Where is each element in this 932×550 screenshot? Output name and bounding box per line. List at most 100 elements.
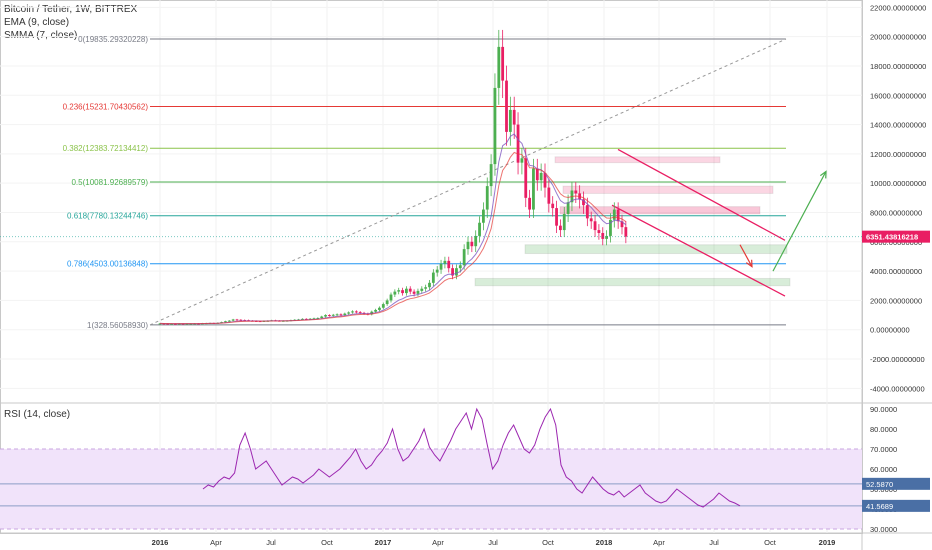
candle-body <box>339 314 343 316</box>
candle-body <box>520 158 524 163</box>
x-tick-label: 2017 <box>375 538 392 547</box>
candle-body <box>227 320 231 322</box>
candle-body <box>458 265 462 269</box>
y-tick-label: 4000.00000000 <box>870 267 922 276</box>
candle-body <box>428 282 431 288</box>
y-tick-label: -4000.00000000 <box>870 384 925 393</box>
candle-body <box>620 221 624 228</box>
smma-indicator-label[interactable]: SMMA (7, close) <box>4 30 78 41</box>
candle-body <box>616 209 620 222</box>
candle-body <box>381 304 385 308</box>
candle-body <box>328 315 331 317</box>
candle-body <box>347 312 351 314</box>
x-tick-label: Oct <box>321 538 334 547</box>
candle-body <box>316 318 320 320</box>
y-tick-label: 14000.00000000 <box>870 121 926 130</box>
candle-body <box>170 323 173 325</box>
candle-body <box>412 291 416 294</box>
candle-body <box>547 187 551 204</box>
candle-body <box>343 313 347 316</box>
candle-body <box>358 312 362 314</box>
x-tick-label: 2018 <box>596 538 613 547</box>
rsi-y-tick-label: 60.0000 <box>870 465 897 474</box>
candle-body <box>474 235 478 247</box>
rsi-band <box>0 449 862 529</box>
bullish-arrow <box>772 171 827 272</box>
y-tick-label: 16000.00000000 <box>870 91 926 100</box>
candle-body <box>551 203 555 209</box>
candle-body <box>489 164 493 187</box>
candle-body <box>543 172 547 188</box>
bullish-arrow-head <box>819 170 827 179</box>
candle-body <box>466 241 470 250</box>
candle-body <box>612 209 616 220</box>
candle-body <box>335 314 339 316</box>
y-tick-label: 8000.00000000 <box>870 208 922 217</box>
channel-lower-line <box>611 204 786 297</box>
candle-body <box>512 109 516 125</box>
x-tick-label: Oct <box>764 538 777 547</box>
candle-body <box>231 319 235 321</box>
fib-level-label: 0.786(4503.00136848) <box>67 260 148 269</box>
candle-body <box>443 260 447 264</box>
candle-body <box>374 309 377 312</box>
price-zone <box>474 277 791 287</box>
candle-body <box>331 314 335 316</box>
candle-body <box>354 311 358 313</box>
fib-level-label: 0(19835.29320228) <box>78 35 148 44</box>
candle-body <box>447 260 451 269</box>
candle-body <box>431 272 435 283</box>
candle-body <box>485 186 489 210</box>
candle-body <box>493 87 497 165</box>
y-tick-label: 0.00000000 <box>870 326 910 335</box>
y-tick-label: -2000.00000000 <box>870 355 925 364</box>
x-tick-label: 2019 <box>819 538 836 547</box>
rsi-line <box>202 407 741 508</box>
candle-body <box>324 315 327 317</box>
fib-level-label: 0.236(15231.70430562) <box>63 103 149 112</box>
candle-body <box>497 46 501 88</box>
channel-upper-line <box>617 148 786 241</box>
y-tick-label: 22000.00000000 <box>870 3 926 12</box>
candle-body <box>597 230 601 234</box>
candle-body <box>385 300 389 305</box>
ema-indicator-label[interactable]: EMA (9, close) <box>4 17 70 28</box>
candle-body <box>239 319 243 321</box>
candle-body <box>174 323 177 325</box>
bearish-arrow-head <box>745 259 753 268</box>
candle-body <box>605 235 608 239</box>
chart-title: Bitcoin / Tether, 1W, BITTREX <box>4 4 138 15</box>
candle-body <box>420 288 424 291</box>
candle-body <box>601 233 605 239</box>
candle-body <box>416 290 420 294</box>
candle-body <box>589 218 593 222</box>
candle-body <box>539 172 543 181</box>
x-tick-label: Jul <box>266 538 276 547</box>
rsi-lower-value-box <box>862 499 930 512</box>
candle-body <box>378 307 381 310</box>
candle-body <box>582 199 585 206</box>
candle-body <box>585 205 589 219</box>
candle-body <box>508 109 512 132</box>
fib-trend-line <box>149 38 787 326</box>
candle-body <box>455 268 458 276</box>
fib-level-label: 1(328.56058930) <box>87 321 148 330</box>
candle-body <box>535 168 539 181</box>
candle-body <box>435 269 439 273</box>
price-zone <box>524 244 788 255</box>
x-tick-label: Jul <box>488 538 498 547</box>
candle-body <box>405 288 408 294</box>
candle-body <box>593 221 597 231</box>
x-tick-label: Oct <box>542 538 555 547</box>
fib-level-label: 0.618(7780.13244746) <box>67 212 148 221</box>
rsi-indicator-label[interactable]: RSI (14, close) <box>4 409 71 420</box>
rsi-y-tick-label: 70.0000 <box>870 445 897 454</box>
y-tick-label: 20000.00000000 <box>870 33 926 42</box>
candle-body <box>555 208 558 226</box>
candle-body <box>482 209 485 223</box>
x-tick-label: Jul <box>709 538 719 547</box>
candle-body <box>389 294 393 301</box>
candle-body <box>524 158 528 198</box>
price-zone <box>559 206 761 215</box>
